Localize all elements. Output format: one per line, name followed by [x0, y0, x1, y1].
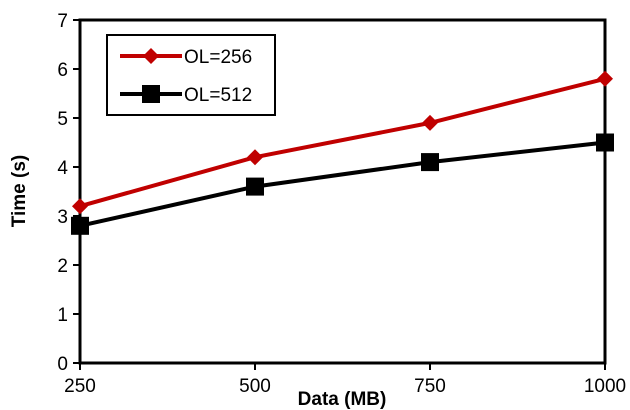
plot-frame	[78, 18, 607, 365]
data-point-series-1	[247, 149, 263, 166]
x-tick-label: 1000	[584, 376, 626, 397]
data-point-series-1	[597, 70, 613, 87]
y-tick-label: 5	[57, 109, 68, 130]
x-tick-label: 750	[414, 376, 446, 397]
y-axis: 0 1 2 3 4 5 6 7	[57, 11, 80, 375]
x-tick-label: 500	[239, 376, 271, 397]
x-axis-title: Data (MB)	[298, 389, 387, 410]
y-tick-label: 0	[57, 354, 68, 375]
data-point-series-2	[71, 216, 89, 235]
legend: OL=256 OL=512	[106, 34, 276, 116]
legend-marker-2	[142, 85, 160, 103]
series-line-2	[79, 140, 606, 228]
y-axis-title: Time (s)	[9, 155, 30, 228]
data-point-series-2	[246, 177, 264, 196]
data-point-series-1	[72, 198, 88, 215]
x-tick-label: 250	[64, 376, 96, 397]
series-layer	[71, 70, 614, 235]
data-point-series-1	[422, 114, 438, 131]
y-tick-label: 4	[57, 158, 68, 179]
legend-marker-1	[143, 48, 159, 64]
y-tick-label: 7	[57, 11, 68, 32]
legend-box	[106, 34, 276, 116]
y-tick-label: 2	[57, 256, 68, 277]
y-tick-label: 6	[57, 60, 68, 81]
legend-label-1: OL=256	[184, 47, 252, 68]
y-tick-label: 1	[57, 305, 68, 326]
legend-label-2: OL=512	[184, 85, 252, 106]
data-point-series-2	[421, 153, 439, 172]
x-axis: 250 500 750 1000	[64, 363, 626, 397]
y-tick-label: 3	[57, 207, 68, 228]
series-line-1	[79, 76, 606, 209]
data-point-series-2	[596, 133, 614, 152]
